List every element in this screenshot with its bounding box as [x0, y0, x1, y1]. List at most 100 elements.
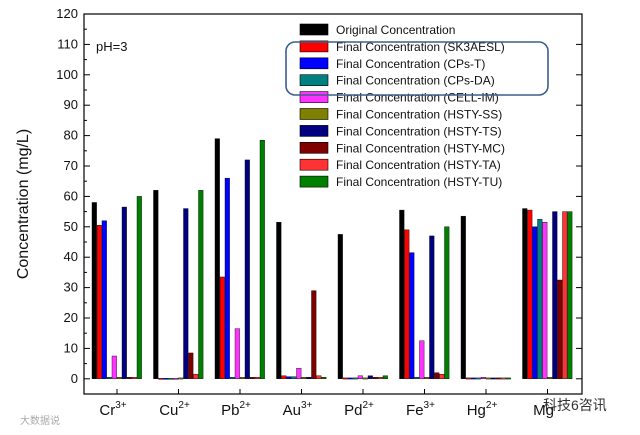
- y-tick-label: 0: [71, 371, 78, 386]
- legend-label: Final Concentration (HSTY-TU): [336, 175, 502, 189]
- bar: [153, 190, 159, 380]
- x-tick-label: Pd2+: [344, 400, 374, 419]
- ph-annotation: pH=3: [96, 39, 127, 54]
- bar: [111, 355, 117, 379]
- x-tick-label: Cu2+: [159, 400, 190, 419]
- bar: [424, 377, 430, 379]
- bars: [91, 138, 573, 380]
- bar: [198, 190, 204, 380]
- legend-swatch: [299, 158, 329, 171]
- bar: [281, 375, 287, 380]
- bar: [214, 138, 220, 380]
- bar: [470, 377, 476, 380]
- legend-swatch: [299, 108, 329, 120]
- bar: [562, 211, 568, 380]
- bar: [367, 375, 373, 380]
- bar: [434, 372, 440, 380]
- legend-swatch: [299, 91, 329, 103]
- bar: [465, 377, 471, 380]
- plot-frame: [83, 13, 583, 395]
- bar: [552, 211, 558, 380]
- legend-swatch: [299, 57, 329, 70]
- legend-highlight-box: [285, 41, 549, 96]
- legend-swatch: [299, 125, 329, 137]
- bar: [96, 225, 102, 380]
- legend-label: Final Concentration (SK3AESL): [336, 40, 505, 54]
- x-tick-label: Fe3+: [406, 400, 435, 419]
- bar: [301, 377, 307, 379]
- watermark-left: 大数据说: [20, 414, 60, 427]
- bar: [249, 377, 255, 379]
- bar: [126, 377, 132, 379]
- bar: [547, 377, 553, 379]
- y-tick-label: 50: [64, 219, 78, 234]
- legend-label: Final Concentration (CPs-T): [336, 57, 485, 71]
- y-tick-label: 20: [64, 310, 78, 325]
- bar: [500, 377, 506, 380]
- legend-swatch: [299, 74, 329, 86]
- y-tick-label: 60: [64, 188, 78, 203]
- bar: [234, 328, 240, 380]
- y-tick-label: 120: [56, 6, 78, 21]
- legend-label: Original Concentration: [336, 23, 455, 37]
- legend-label: Final Concentration (HSTY-MC): [336, 141, 505, 155]
- bar: [316, 375, 322, 380]
- bar: [276, 222, 282, 380]
- legend-swatch: [299, 40, 329, 53]
- bar: [485, 377, 491, 380]
- bar: [116, 377, 122, 379]
- bar: [306, 377, 312, 379]
- bar: [337, 234, 343, 379]
- bar: [347, 377, 353, 380]
- bar: [490, 377, 496, 380]
- bar: [352, 377, 358, 380]
- legend-label: Final Concentration (CPs-DA): [336, 74, 495, 88]
- bar: [460, 215, 466, 380]
- x-tick-label: Mg: [533, 402, 554, 419]
- bar: [480, 377, 486, 379]
- bar: [419, 340, 425, 379]
- y-tick-label: 100: [56, 67, 78, 82]
- x-tick-label: Pb2+: [221, 400, 251, 419]
- bar: [542, 222, 548, 380]
- bar: [532, 226, 538, 380]
- y-tick-label: 30: [64, 280, 78, 295]
- legend-swatch: [299, 175, 329, 188]
- bar: [362, 377, 368, 380]
- bar: [244, 159, 250, 380]
- bar: [136, 196, 142, 379]
- bar: [414, 377, 420, 379]
- bar: [91, 202, 97, 380]
- bar: [259, 139, 265, 380]
- y-tick-label: 10: [64, 340, 78, 355]
- bar: [291, 376, 297, 379]
- x-tick-label: Hg2+: [467, 400, 498, 419]
- bar: [168, 377, 174, 380]
- bar: [382, 375, 388, 380]
- bar: [527, 209, 533, 380]
- legend-swatch: [299, 142, 329, 154]
- legend-label: Final Concentration (HSTY-TA): [336, 158, 501, 172]
- bar: [229, 377, 235, 379]
- y-axis: 0 10 20 30 40 50 60 70 80 90 100 110 120: [56, 6, 582, 386]
- bar: [439, 374, 445, 379]
- bar: [254, 377, 260, 379]
- bar: [311, 290, 317, 380]
- bar: [224, 177, 230, 380]
- y-tick-label: 70: [64, 158, 78, 173]
- bar: [121, 206, 127, 379]
- legend: Original Concentration Final Concentratio…: [299, 23, 505, 189]
- bar: [183, 208, 189, 380]
- legend-label: Final Concentration (HSTY-SS): [336, 108, 502, 122]
- y-tick-label: 90: [64, 97, 78, 112]
- bar: [522, 208, 528, 380]
- bar: [296, 367, 302, 380]
- y-tick-label: 80: [64, 128, 78, 143]
- bar: [321, 377, 327, 379]
- x-axis: Cr3+ Cu2+ Pb2+ Au3+ Pd2+ Fe3+ Hg2+ Mg: [99, 389, 554, 419]
- legend-swatch: [299, 23, 329, 36]
- bar: [409, 252, 415, 380]
- bar: [399, 209, 405, 380]
- bar: [163, 377, 169, 380]
